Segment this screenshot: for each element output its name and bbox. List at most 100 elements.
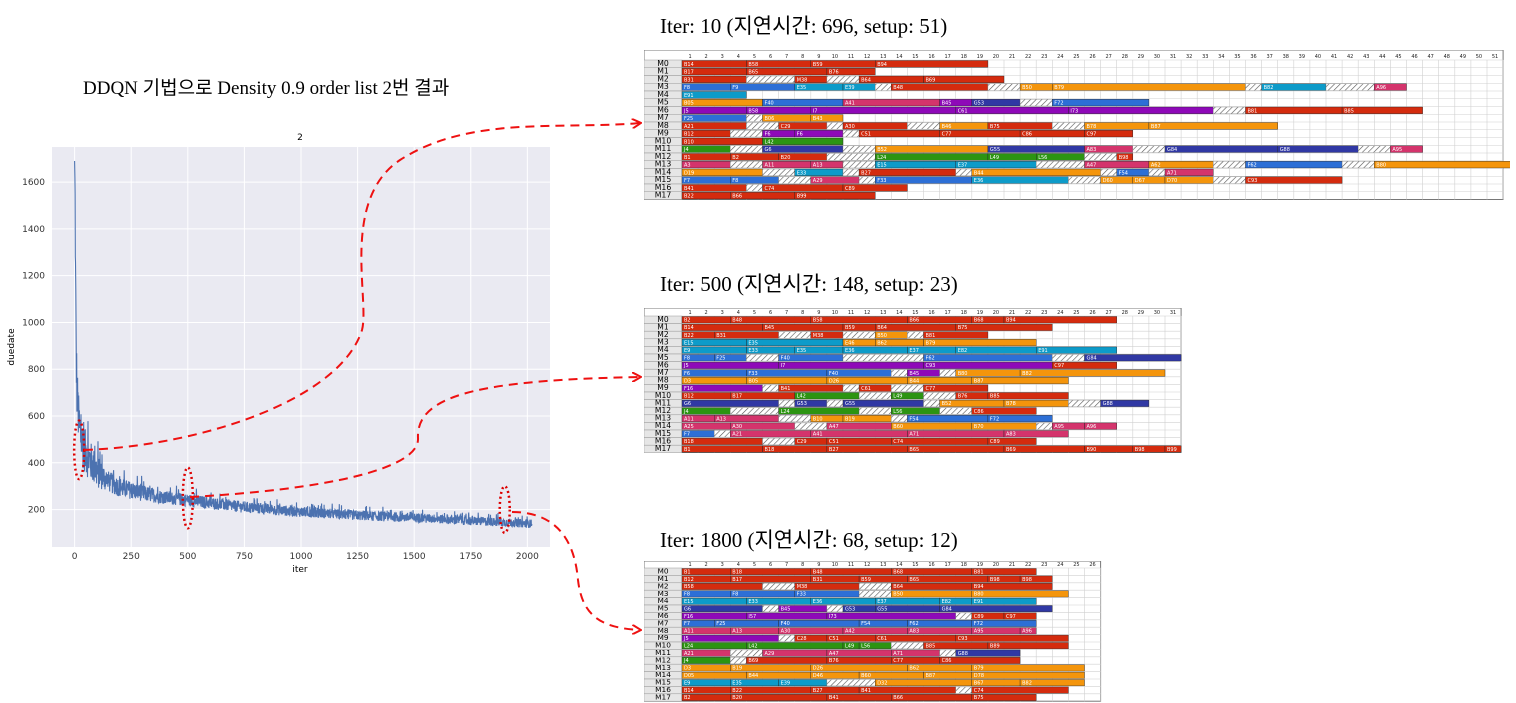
job-label: C74: [974, 688, 984, 694]
job-block: [730, 686, 812, 694]
job-label: A96: [1376, 85, 1386, 91]
job-label: E35: [732, 680, 742, 686]
gantt-time-label: 12: [864, 562, 870, 568]
machine-label: M14: [655, 670, 671, 679]
setup-block: [955, 686, 973, 694]
gantt-time-label: 14: [896, 310, 902, 316]
job-block: [778, 620, 860, 627]
job-label: B79: [974, 666, 984, 672]
y-tick-label: 800: [28, 365, 45, 375]
job-label: G55: [845, 401, 855, 407]
gantt-time-label: 8: [801, 562, 804, 568]
setup-block: [955, 168, 973, 176]
job-label: L56: [893, 409, 902, 415]
setup-block: [891, 415, 908, 423]
machine-label: M2: [657, 330, 669, 339]
job-block: [1036, 346, 1117, 354]
job-label: L49: [893, 394, 902, 400]
job-label: E37: [877, 599, 887, 605]
job-label: G88: [1103, 401, 1113, 407]
job-label: B58: [748, 108, 758, 114]
machine-label: M10: [655, 136, 672, 145]
job-label: C61: [861, 386, 871, 392]
job-label: B14: [684, 688, 694, 694]
gantt-caption-iter500: Iter: 500 (지연시간: 148, setup: 23): [660, 272, 958, 296]
setup-block: [1213, 106, 1246, 114]
job-label: B18: [684, 439, 694, 445]
machine-label: M7: [657, 113, 669, 122]
setup-block: [1100, 168, 1117, 176]
job-block: [874, 679, 972, 687]
job-label: B12: [684, 577, 694, 583]
job-label: G84: [1087, 356, 1097, 362]
job-block: [1084, 422, 1117, 430]
job-label: C77: [942, 132, 952, 138]
job-block: [971, 377, 1069, 385]
job-label: C77: [893, 658, 903, 664]
machine-label: M17: [655, 444, 671, 453]
job-block: [874, 323, 956, 331]
setup-block: [858, 176, 876, 184]
job-block: [858, 686, 956, 694]
job-label: F6: [684, 371, 690, 377]
job-label: B2: [732, 155, 739, 161]
job-label: B45: [909, 371, 919, 377]
job-block: [971, 568, 1037, 576]
job-block: [858, 168, 956, 176]
job-label: B94: [974, 584, 984, 590]
job-label: B69: [926, 77, 936, 83]
setup-block: [746, 184, 763, 192]
job-label: F33: [797, 592, 806, 598]
job-block: [923, 75, 1005, 83]
setup-block: [762, 384, 779, 392]
job-label: B80: [974, 592, 984, 598]
job-label: C51: [861, 132, 871, 138]
job-label: E82: [942, 599, 952, 605]
job-block: [955, 634, 1069, 642]
gantt-time-label: 15: [912, 562, 918, 568]
job-label: A47: [829, 651, 839, 657]
job-label: B20: [732, 695, 742, 701]
job-label: J4: [683, 409, 689, 415]
job-block: [955, 161, 1037, 169]
machine-label: M14: [655, 167, 672, 176]
job-label: B60: [893, 424, 903, 430]
x-tick-label: 1500: [403, 552, 426, 562]
job-block: [842, 184, 908, 192]
gantt-time-label: 23: [1041, 310, 1047, 316]
gantt-time-label: 23: [1041, 54, 1047, 60]
job-block: [1100, 399, 1150, 407]
duedate-line-chart: 2 0 250 500 750 1000 1250 1500 1750 2000 200 400 60…: [7, 133, 550, 575]
job-label: A30: [845, 124, 855, 130]
gantt-time-label: 16: [928, 310, 934, 316]
job-label: C29: [797, 439, 807, 445]
job-label: E91: [974, 599, 984, 605]
job-label: B20: [781, 155, 791, 161]
job-block: [971, 590, 1069, 598]
job-block: [730, 430, 812, 438]
job-label: I7: [781, 363, 786, 369]
job-label: D60: [1103, 178, 1113, 184]
gantt-time-label: 26: [1089, 562, 1095, 568]
job-label: B98: [1022, 577, 1032, 583]
gantt-time-label: 37: [1266, 54, 1272, 60]
gantt-time-label: 26: [1089, 54, 1095, 60]
x-tick-label: 1000: [290, 552, 313, 562]
duedate-series-line: [74, 160, 533, 529]
job-block: [923, 361, 1053, 369]
gantt-time-label: 36: [1250, 54, 1256, 60]
machine-label: M5: [657, 353, 669, 362]
job-label: F72: [1054, 101, 1063, 107]
machine-label: M15: [655, 429, 671, 438]
setup-block: [1052, 354, 1085, 362]
job-block: [971, 664, 1085, 672]
job-label: G6: [684, 401, 691, 407]
job-label: E15: [684, 340, 694, 346]
job-label: B22: [684, 333, 694, 339]
job-block: [939, 130, 1021, 138]
gantt-time-label: 43: [1363, 54, 1369, 60]
setup-block: [746, 354, 779, 362]
job-block: [1164, 445, 1182, 453]
job-label: E39: [845, 85, 855, 91]
job-block: [1052, 361, 1117, 369]
